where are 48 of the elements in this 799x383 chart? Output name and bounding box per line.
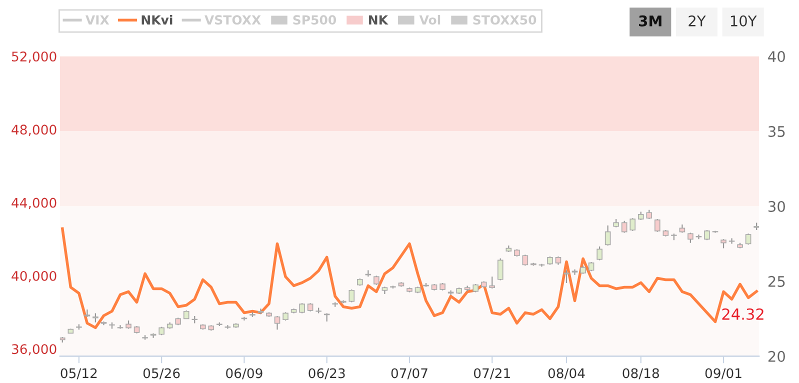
candlestick xyxy=(348,288,355,303)
y-tick-label: 52,000 xyxy=(12,52,56,63)
candlestick xyxy=(630,218,636,232)
y-tick-label: 48,000 xyxy=(12,124,56,136)
candlestick xyxy=(621,220,628,234)
y2-tick-label: 25 xyxy=(768,276,785,287)
y2-tick-label: 20 xyxy=(768,350,785,362)
candlestick xyxy=(654,218,660,232)
candlestick xyxy=(564,270,570,284)
candlestick xyxy=(489,276,496,290)
x-tick-label: 08/04 xyxy=(548,368,585,380)
candlestick xyxy=(596,246,602,261)
x-tick-label: 09/01 xyxy=(705,368,742,380)
y2-tick-label: 40 xyxy=(768,51,785,62)
x-tick-label: 06/23 xyxy=(308,368,345,380)
candlestick xyxy=(688,232,694,244)
legend-label: NKvi xyxy=(142,14,172,24)
candlestick xyxy=(745,233,752,246)
candlestick xyxy=(646,209,652,220)
candlestick xyxy=(588,261,594,272)
x-tick-label: 05/26 xyxy=(143,368,180,380)
candlestick xyxy=(704,229,710,241)
candlestick xyxy=(117,324,124,330)
candlestick xyxy=(274,315,280,330)
y-tick-label: 36,000 xyxy=(12,344,56,356)
data-label: 24.32 xyxy=(722,308,764,320)
candlestick xyxy=(497,258,504,281)
y2-tick-label: 30 xyxy=(768,200,785,212)
text: 3M xyxy=(639,15,662,26)
legend-label: NK xyxy=(369,15,388,24)
candlestick xyxy=(84,309,90,318)
text: 2Y xyxy=(688,15,706,26)
x-tick-label: 07/07 xyxy=(391,368,428,380)
x-tick-label: 05/12 xyxy=(60,368,97,380)
y2-tick-label: 35 xyxy=(768,126,785,138)
candlestick xyxy=(604,224,611,246)
x-tick-label: 06/09 xyxy=(226,368,262,380)
y-tick-label: 40,000 xyxy=(12,270,56,282)
candlestick xyxy=(728,238,735,244)
candlestick xyxy=(720,238,726,249)
y-tick-label: 44,000 xyxy=(12,198,56,210)
candlestick xyxy=(299,302,305,314)
x-tick-label: 07/21 xyxy=(474,368,510,380)
candlestick xyxy=(522,254,528,266)
candlestick xyxy=(374,275,380,286)
candlestick xyxy=(92,312,98,323)
text: 10Y xyxy=(730,15,757,26)
x-tick-label: 08/18 xyxy=(622,368,659,380)
